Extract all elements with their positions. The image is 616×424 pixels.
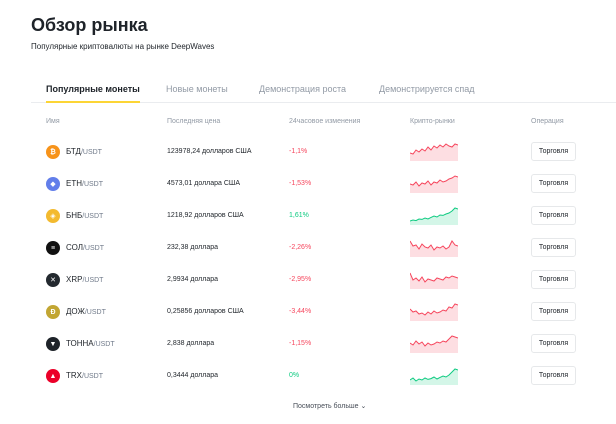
pair-base: СОЛ [66, 243, 83, 252]
table-row[interactable]: ◈ БНБ/USDT 1218,92 долларов США 1,61% Торгов… [0, 200, 616, 232]
pair-base: ДОЖ [66, 307, 85, 316]
trading-pair[interactable]: TRX/USDT [66, 371, 103, 380]
eth-icon: ◆ [46, 177, 60, 191]
trade-button[interactable]: Торговля [531, 206, 576, 225]
pair-base: ТОННА [66, 339, 94, 348]
pair-base: БНБ [66, 211, 83, 220]
change-24h: -2,26% [289, 244, 312, 251]
last-price: 4573,01 доллара США [167, 180, 241, 187]
change-24h: 1,61% [289, 212, 309, 219]
pair-quote: /USDT [84, 309, 106, 316]
tab-top-gainers[interactable]: Демонстрация роста [259, 84, 346, 94]
pair-quote: /USDT [80, 149, 102, 156]
pair-base: TRX [66, 371, 82, 380]
sparkline-area [410, 304, 458, 321]
pair-base: ETH [66, 179, 82, 188]
sparkline-area [410, 144, 458, 161]
page-subtitle: Популярные криптовалюты на рынке DeepWav… [31, 42, 215, 51]
active-tab-indicator [46, 101, 140, 103]
last-price: 0,3444 доллара [167, 372, 219, 379]
sparkline-chart [410, 303, 458, 321]
sparkline-chart [410, 175, 458, 193]
view-more-link[interactable]: Посмотреть больше ⌄ [293, 403, 367, 410]
sparkline-line [410, 335, 458, 347]
tab-new-coins[interactable]: Новые монеты [166, 84, 228, 94]
pair-quote: /USDT [82, 245, 104, 252]
change-24h: -1,53% [289, 180, 312, 187]
trade-button[interactable]: Торговля [531, 142, 576, 161]
market-tabs: Популярные монеты Новые монеты Демонстра… [31, 73, 616, 103]
table-row[interactable]: ▼ ТОННА/USDT 2,838 доллара -1,15% Торговля [0, 328, 616, 360]
trading-pair[interactable]: БНБ/USDT [66, 211, 103, 220]
sparkline-line [410, 272, 458, 283]
change-24h: -1,1% [289, 148, 308, 155]
sparkline-line [410, 175, 458, 187]
sparkline-chart [410, 207, 458, 225]
change-24h: -2,95% [289, 276, 312, 283]
last-price: 232,38 доллара [167, 244, 219, 251]
trade-button[interactable]: Торговля [531, 174, 576, 193]
column-header-change: 24часовое изменения [289, 118, 361, 125]
pair-quote: /USDT [82, 213, 104, 220]
pair-quote: /USDT [82, 373, 103, 380]
tab-top-losers[interactable]: Демонстрируется спад [379, 84, 475, 94]
trade-button[interactable]: Торговля [531, 238, 576, 257]
pair-quote: /USDT [93, 341, 115, 348]
doge-icon: Ð [46, 305, 60, 319]
sparkline-line [410, 143, 458, 155]
sparkline-area [410, 241, 458, 257]
sparkline-area [410, 176, 458, 193]
sparkline-chart [410, 240, 458, 257]
pair-quote: /USDT [82, 277, 104, 284]
column-header-name: Имя [46, 118, 60, 125]
change-24h: 0% [289, 372, 300, 379]
table-row[interactable]: ≡ СОЛ/USDT 232,38 доллара -2,26% Торговля [0, 232, 616, 264]
column-header-chart: Крипто-рынки [410, 118, 455, 125]
sparkline-line [410, 240, 458, 251]
sparkline-chart [410, 272, 458, 289]
sparkline-line [410, 303, 458, 316]
trading-pair[interactable]: ТОННА/USDT [66, 339, 115, 348]
trade-button[interactable]: Торговля [531, 334, 576, 353]
sparkline-chart [410, 335, 458, 353]
column-header-price: Последняя цена [167, 118, 221, 125]
sol-icon: ≡ [46, 241, 60, 255]
pair-base: БТД [66, 147, 81, 156]
page-title: Обзор рынка [31, 15, 148, 35]
table-row[interactable]: ✕ XRP/USDT 2,9934 доллара -2,95% Торговля [0, 264, 616, 296]
trade-button[interactable]: Торговля [531, 366, 576, 385]
last-price: 2,9934 доллара [167, 276, 219, 283]
trade-button[interactable]: Торговля [531, 302, 576, 321]
change-24h: -3,44% [289, 308, 312, 315]
sparkline-line [410, 207, 458, 222]
trading-pair[interactable]: БТД/USDT [66, 147, 102, 156]
last-price: 123978,24 долларов США [167, 148, 252, 155]
trading-pair[interactable]: ДОЖ/USDT [66, 307, 106, 316]
trading-pair[interactable]: XRP/USDT [66, 275, 103, 284]
btc-icon: ₿ [46, 145, 60, 159]
pair-base: XRP [66, 275, 83, 284]
sparkline-chart [410, 368, 458, 385]
tab-popular-coins[interactable]: Популярные монеты [46, 84, 140, 94]
table-row[interactable]: ₿ БТД/USDT 123978,24 долларов США -1,1% Торг… [0, 136, 616, 168]
last-price: 1218,92 долларов США [167, 212, 244, 219]
sparkline-chart [410, 143, 458, 161]
last-price: 0,25856 долларов США [167, 308, 244, 315]
ton-icon: ▼ [46, 337, 60, 351]
sparkline-line [410, 368, 458, 382]
table-row[interactable]: Ð ДОЖ/USDT 0,25856 долларов США -3,44% Торго… [0, 296, 616, 328]
change-24h: -1,15% [289, 340, 312, 347]
bnb-icon: ◈ [46, 209, 60, 223]
table-row[interactable]: ◆ ETH/USDT 4573,01 доллара США -1,53% Торгов… [0, 168, 616, 200]
trading-pair[interactable]: ETH/USDT [66, 179, 103, 188]
trx-icon: ▲ [46, 369, 60, 383]
xrp-icon: ✕ [46, 273, 60, 287]
trade-button[interactable]: Торговля [531, 270, 576, 289]
table-row[interactable]: ▲ TRX/USDT 0,3444 доллара 0% Торговля [0, 360, 616, 392]
trading-pair[interactable]: СОЛ/USDT [66, 243, 104, 252]
pair-quote: /USDT [82, 181, 103, 188]
last-price: 2,838 доллара [167, 340, 215, 347]
column-header-action: Операция [531, 118, 564, 125]
